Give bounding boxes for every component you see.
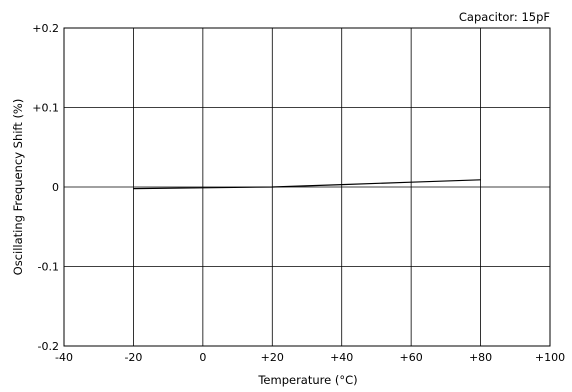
x-tick-labels: -40 -20 0 +20 +40 +60 +80 +100	[55, 351, 565, 364]
y-tick-labels: +0.2 +0.1 0 -0.1 -0.2	[32, 22, 59, 353]
y-tick-label: 0	[52, 181, 59, 194]
x-tick-label: +60	[400, 351, 423, 364]
x-tick-label: +40	[330, 351, 353, 364]
y-tick-label: -0.1	[38, 261, 59, 274]
x-tick-label: +80	[469, 351, 492, 364]
y-axis-label: Oscillating Frequency Shift (%)	[11, 99, 25, 276]
series-layer	[133, 179, 481, 190]
x-tick-label: -20	[124, 351, 142, 364]
y-tick-label: -0.2	[38, 340, 59, 353]
y-tick-label: +0.2	[32, 22, 59, 35]
y-tick-label: +0.1	[32, 102, 59, 115]
x-axis-label: Temperature (°C)	[257, 373, 357, 387]
x-tick-label: 0	[199, 351, 206, 364]
plot-frame	[63, 27, 551, 347]
grid-lines	[64, 28, 550, 346]
series-line	[133, 179, 481, 190]
capacitor-annotation: Capacitor: 15pF	[459, 10, 550, 24]
x-tick-label: +20	[261, 351, 284, 364]
x-tick-label: -40	[55, 351, 73, 364]
x-tick-label: +100	[535, 351, 565, 364]
